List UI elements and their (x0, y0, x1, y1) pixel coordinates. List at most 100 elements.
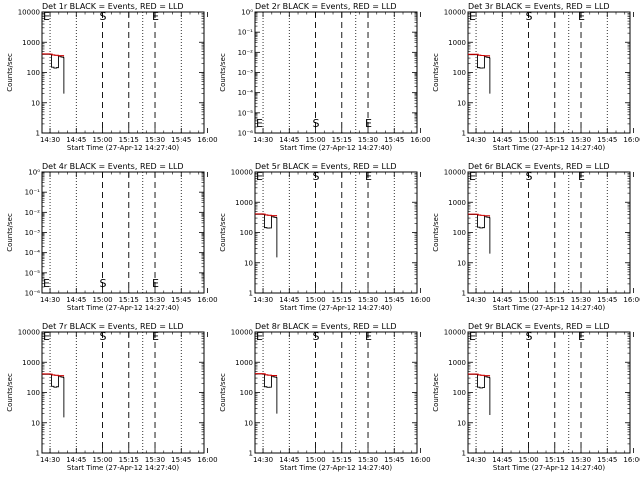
marker-label-e-left: E (256, 330, 263, 343)
series-events-line (468, 54, 491, 94)
chart-svg: Det 5r BLACK = Events, RED = LLD 1 10 100 10… (219, 162, 431, 312)
plot-frame (254, 331, 418, 454)
x-tick-label: 15:30 (358, 296, 378, 304)
plot-frame (41, 331, 205, 454)
y-tick-label: 1000 (22, 39, 40, 47)
x-axis-label: Start Time (27-Apr-12 14:27:40) (493, 304, 605, 312)
x-tick-label: 15:45 (384, 296, 404, 304)
x-tick-label: 14:30 (40, 136, 60, 144)
marker-label-e-left: E (256, 170, 263, 183)
x-tick-label: 16:00 (197, 296, 217, 304)
x-tick-label: 16:00 (410, 456, 430, 464)
x-tick-label: 15:30 (145, 456, 165, 464)
x-tick-label: 15:15 (545, 456, 565, 464)
chart-svg: Det 2r BLACK = Events, RED = LLD 10⁻⁶ 10⁻⁵… (219, 2, 431, 152)
plot-frame (41, 11, 205, 134)
x-tick-label: 14:45 (279, 456, 299, 464)
y-tick-label: 10 (457, 259, 466, 267)
chart-panel: Det 4r BLACK = Events, RED = LLD 10⁻⁶ 10⁻⁵… (0, 160, 218, 320)
y-tick-label: 10⁻⁶ (238, 130, 254, 138)
x-tick-label: 15:30 (145, 296, 165, 304)
x-tick-label: 14:30 (466, 136, 486, 144)
x-tick-label: 14:45 (66, 296, 86, 304)
x-tick-label: 15:15 (332, 136, 352, 144)
x-tick-label: 15:30 (571, 456, 591, 464)
y-tick-label: 1000 (235, 199, 253, 207)
chart-svg: Det 7r BLACK = Events, RED = LLD 1 10 100 10… (6, 322, 218, 472)
marker-label-e: E (365, 117, 372, 130)
chart-title: Det 2r BLACK = Events, RED = LLD (255, 2, 397, 11)
x-axis-label: Start Time (27-Apr-12 14:27:40) (280, 464, 392, 472)
y-tick-label: 10⁻⁴ (25, 249, 41, 257)
y-tick-label: 10⁻⁴ (238, 89, 254, 97)
marker-label-s: S (526, 330, 533, 343)
y-tick-label: 10⁻² (25, 209, 41, 217)
plot-frame (254, 11, 418, 134)
series-lld-line (42, 53, 65, 57)
x-tick-label: 15:15 (545, 296, 565, 304)
y-tick-label: 10⁰ (28, 169, 40, 177)
y-tick-label: 100 (27, 389, 40, 397)
x-tick-label: 15:45 (597, 136, 617, 144)
plot-frame (254, 171, 418, 294)
x-tick-label: 15:00 (92, 296, 112, 304)
y-tick-label: 10⁻⁶ (25, 290, 41, 298)
series-lld-line (42, 373, 65, 377)
y-tick-label: 100 (27, 69, 40, 77)
x-tick-label: 15:45 (597, 456, 617, 464)
x-tick-label: 15:00 (518, 456, 538, 464)
y-tick-label: 10⁻⁵ (238, 109, 254, 117)
y-tick-label: 10 (244, 259, 253, 267)
x-tick-label: 15:45 (171, 456, 191, 464)
y-axis-label: Counts/sec (6, 373, 14, 412)
chart-title: Det 7r BLACK = Events, RED = LLD (42, 322, 184, 331)
y-tick-label: 1000 (448, 39, 466, 47)
x-tick-label: 15:45 (384, 456, 404, 464)
chart-panel: Det 9r BLACK = Events, RED = LLD 1 10 100 10… (426, 320, 640, 480)
plot-frame (41, 171, 205, 294)
y-tick-label: 10⁻¹ (238, 29, 254, 37)
y-tick-label: 10000 (444, 169, 466, 177)
x-axis-label: Start Time (27-Apr-12 14:27:40) (67, 144, 179, 152)
x-tick-label: 14:45 (279, 296, 299, 304)
y-tick-label: 1 (36, 450, 40, 458)
chart-panel: Det 1r BLACK = Events, RED = LLD 1 10 100 10… (0, 0, 218, 160)
chart-svg: Det 6r BLACK = Events, RED = LLD 1 10 100 10… (432, 162, 640, 312)
x-tick-label: 14:45 (279, 136, 299, 144)
chart-svg: Det 4r BLACK = Events, RED = LLD 10⁻⁶ 10⁻⁵… (6, 162, 218, 312)
x-tick-label: 14:45 (66, 456, 86, 464)
series-lld-line (468, 373, 491, 377)
marker-label-s: S (100, 330, 107, 343)
series-events-line (468, 214, 491, 254)
marker-label-s: S (100, 10, 107, 23)
y-tick-label: 10⁻³ (238, 69, 254, 77)
series-lld-line (255, 373, 278, 377)
marker-label-e: E (578, 170, 585, 183)
x-tick-label: 15:45 (384, 136, 404, 144)
y-tick-label: 10 (31, 99, 40, 107)
x-tick-label: 14:45 (492, 136, 512, 144)
x-axis-label: Start Time (27-Apr-12 14:27:40) (67, 304, 179, 312)
y-axis-label: Counts/sec (432, 213, 440, 252)
y-tick-label: 10⁰ (241, 9, 253, 17)
x-tick-label: 16:00 (410, 296, 430, 304)
x-tick-label: 15:00 (92, 456, 112, 464)
y-tick-label: 10⁻² (238, 49, 254, 57)
x-tick-label: 15:15 (332, 456, 352, 464)
marker-label-s: S (313, 330, 320, 343)
x-axis-label: Start Time (27-Apr-12 14:27:40) (67, 464, 179, 472)
series-events-line (42, 373, 65, 418)
plot-frame (467, 171, 631, 294)
x-tick-label: 14:30 (40, 296, 60, 304)
series-lld-line (468, 53, 491, 57)
y-tick-label: 10 (457, 99, 466, 107)
y-tick-label: 1000 (22, 359, 40, 367)
chart-panel: Det 2r BLACK = Events, RED = LLD 10⁻⁶ 10⁻⁵… (213, 0, 431, 160)
x-tick-label: 14:30 (466, 296, 486, 304)
x-tick-label: 15:45 (171, 296, 191, 304)
x-tick-label: 16:00 (197, 456, 217, 464)
y-tick-label: 1000 (235, 359, 253, 367)
x-tick-label: 16:00 (197, 136, 217, 144)
marker-label-e-left: E (469, 10, 476, 23)
